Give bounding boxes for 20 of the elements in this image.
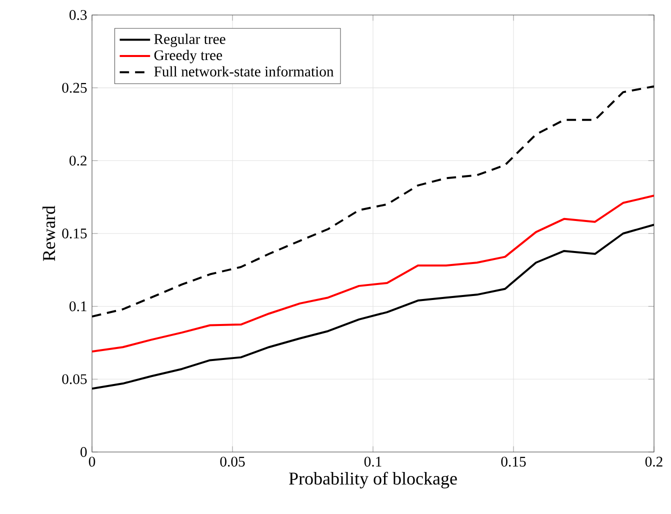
y-tick-label: 0.1 (70, 301, 86, 312)
x-tick-label: 0.1 (364, 456, 382, 467)
legend-label: Full network-state information (154, 66, 334, 77)
y-tick-label: 0.05 (62, 374, 87, 384)
legend-label: Regular tree (154, 34, 226, 48)
x-tick-label: 0 (88, 456, 96, 467)
y-tick-label: 0.25 (62, 82, 87, 93)
y-axis-title: Reward (42, 206, 56, 261)
legend-label: Greedy tree (154, 50, 222, 64)
y-tick-label: 0.15 (62, 228, 87, 238)
line-series (92, 194, 654, 352)
x-tick-label: 0.2 (645, 456, 662, 467)
line-series (92, 224, 654, 390)
y-tick-label: 0.3 (70, 10, 87, 20)
x-tick-label: 0.15 (501, 456, 526, 467)
y-tick-label: 0 (80, 447, 87, 457)
x-axis-title: Probability of blockage (289, 472, 457, 488)
x-tick-label: 0.05 (220, 456, 245, 467)
line-series (92, 85, 654, 318)
y-tick-label: 0.2 (70, 156, 86, 166)
